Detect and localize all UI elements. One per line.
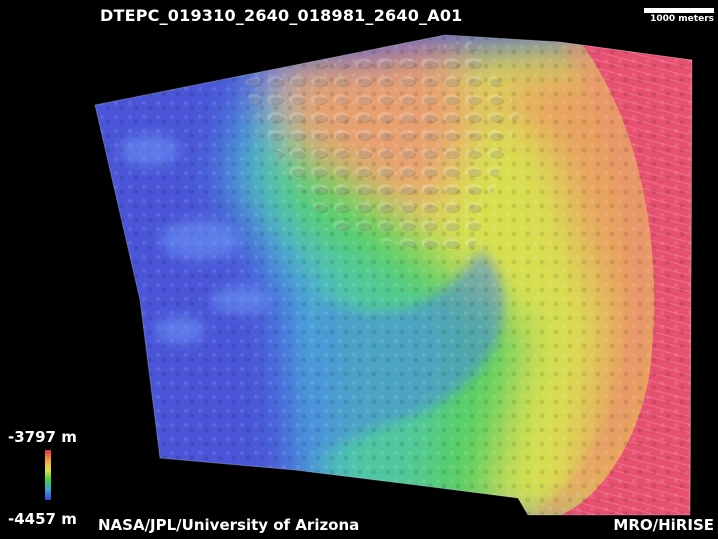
legend-min-label: -4457 m — [8, 510, 77, 528]
scale-bar: 1000 meters — [644, 8, 714, 24]
credit-left: NASA/JPL/University of Arizona — [98, 516, 360, 534]
elevation-colorbar — [45, 450, 51, 500]
credit-right: MRO/HiRISE — [613, 516, 714, 534]
legend-max-label: -3797 m — [8, 428, 77, 446]
map-title: DTEPC_019310_2640_018981_2640_A01 — [100, 6, 463, 25]
scale-bar-line — [644, 8, 714, 13]
scale-bar-label: 1000 meters — [650, 14, 714, 24]
